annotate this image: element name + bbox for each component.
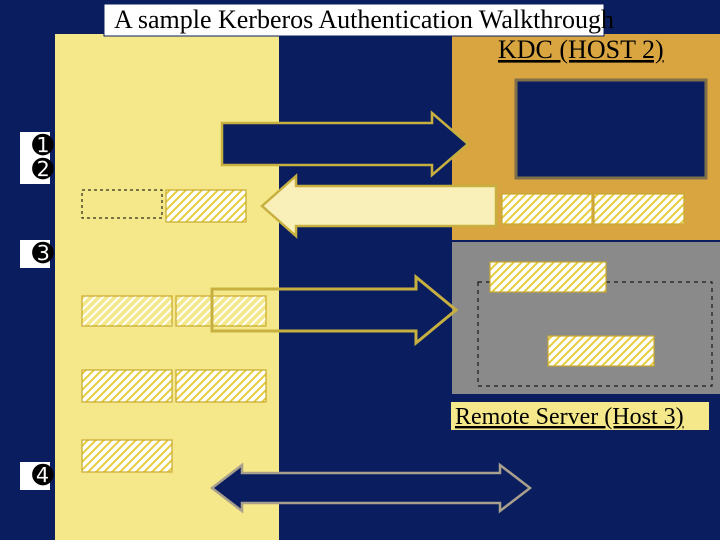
ticket-box-3 <box>82 296 172 326</box>
arrow-double <box>212 465 530 511</box>
ticket-box-0 <box>166 190 246 222</box>
step-2: ➋ <box>32 154 54 184</box>
step-4: ➍ <box>32 460 54 490</box>
step-3: ➌ <box>32 238 54 268</box>
arrow <box>262 176 496 236</box>
ticket-box-5 <box>490 262 606 292</box>
ticket-box-1 <box>502 194 592 224</box>
diagram-canvas: A sample Kerberos Authentication Walkthr… <box>0 0 720 540</box>
title-text: A sample Kerberos Authentication Walkthr… <box>114 5 614 34</box>
ticket-box-7 <box>82 370 172 402</box>
ticket-box-2 <box>594 194 684 224</box>
arrow <box>222 113 468 175</box>
ticket-box-8 <box>176 370 266 402</box>
ticket-box-9 <box>82 440 172 472</box>
kdc-label: KDC (HOST 2) <box>498 35 664 64</box>
remote-label: Remote Server (Host 3) <box>455 404 684 430</box>
ticket-box-6 <box>548 336 654 366</box>
ticket-box-4 <box>176 296 266 326</box>
kdc-secret-box <box>516 80 706 178</box>
